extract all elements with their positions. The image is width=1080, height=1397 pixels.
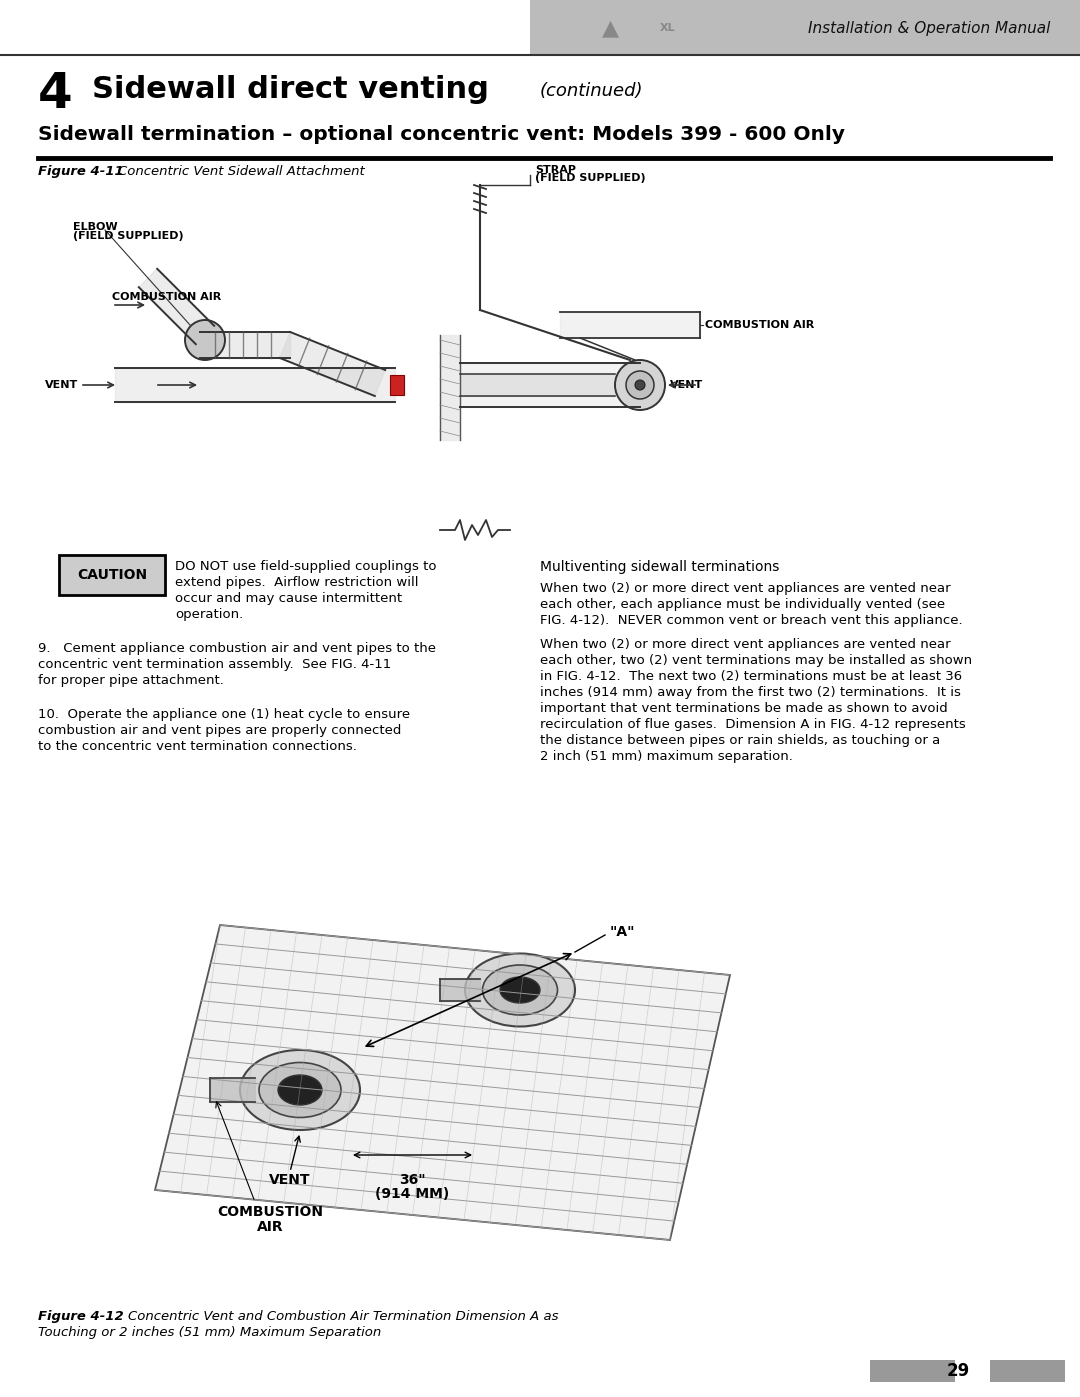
Text: Concentric Vent and Combustion Air Termination Dimension A as: Concentric Vent and Combustion Air Termi… xyxy=(129,1310,558,1323)
Text: FIG. 4-12).  NEVER common vent or breach vent this appliance.: FIG. 4-12). NEVER common vent or breach … xyxy=(540,615,962,627)
Circle shape xyxy=(626,372,654,400)
Text: STRAP: STRAP xyxy=(535,165,576,175)
Text: 9.   Cement appliance combustion air and vent pipes to the: 9. Cement appliance combustion air and v… xyxy=(38,643,436,655)
Text: Concentric Vent Sidewall Attachment: Concentric Vent Sidewall Attachment xyxy=(118,165,365,177)
Polygon shape xyxy=(139,268,214,344)
Circle shape xyxy=(615,360,665,409)
Text: COMBUSTION: COMBUSTION xyxy=(217,1206,323,1220)
Text: XL: XL xyxy=(660,22,676,34)
Text: Multiventing sidewall terminations: Multiventing sidewall terminations xyxy=(540,560,780,574)
Circle shape xyxy=(635,380,645,390)
Text: (914 MM): (914 MM) xyxy=(375,1187,449,1201)
Ellipse shape xyxy=(483,965,557,1016)
Text: each other, two (2) vent terminations may be installed as shown: each other, two (2) vent terminations ma… xyxy=(540,654,972,666)
Text: occur and may cause intermittent: occur and may cause intermittent xyxy=(175,592,402,605)
Text: 2 inch (51 mm) maximum separation.: 2 inch (51 mm) maximum separation. xyxy=(540,750,793,763)
Text: concentric vent termination assembly.  See FIG. 4-11: concentric vent termination assembly. Se… xyxy=(38,658,391,671)
Bar xyxy=(530,0,1080,54)
Text: 36": 36" xyxy=(399,1173,426,1187)
Ellipse shape xyxy=(465,954,575,1027)
Ellipse shape xyxy=(500,977,540,1003)
Text: Sidewall termination – optional concentric vent: Models 399 - 600 Only: Sidewall termination – optional concentr… xyxy=(38,124,845,144)
Text: important that vent terminations be made as shown to avoid: important that vent terminations be made… xyxy=(540,703,948,715)
Text: (continued): (continued) xyxy=(540,82,644,101)
Text: recirculation of flue gases.  Dimension A in FIG. 4-12 represents: recirculation of flue gases. Dimension A… xyxy=(540,718,966,731)
Text: VENT: VENT xyxy=(670,380,703,390)
Text: (FIELD SUPPLIED): (FIELD SUPPLIED) xyxy=(73,231,184,242)
Ellipse shape xyxy=(278,1076,322,1105)
Polygon shape xyxy=(280,332,386,395)
Text: extend pipes.  Airflow restriction will: extend pipes. Airflow restriction will xyxy=(175,576,419,590)
Text: COMBUSTION AIR: COMBUSTION AIR xyxy=(705,320,814,330)
Text: ELBOW: ELBOW xyxy=(73,222,118,232)
Text: combustion air and vent pipes are properly connected: combustion air and vent pipes are proper… xyxy=(38,724,402,738)
Text: for proper pipe attachment.: for proper pipe attachment. xyxy=(38,673,224,687)
Text: COMBUSTION AIR: COMBUSTION AIR xyxy=(112,292,221,302)
Text: DO NOT use field-supplied couplings to: DO NOT use field-supplied couplings to xyxy=(175,560,436,573)
Text: "A": "A" xyxy=(610,925,635,939)
Ellipse shape xyxy=(240,1051,360,1130)
Text: to the concentric vent termination connections.: to the concentric vent termination conne… xyxy=(38,740,356,753)
Text: Figure 4-12: Figure 4-12 xyxy=(38,1310,124,1323)
Polygon shape xyxy=(156,925,730,1241)
Ellipse shape xyxy=(259,1063,341,1118)
Text: AIR: AIR xyxy=(257,1220,283,1234)
Text: Installation & Operation Manual: Installation & Operation Manual xyxy=(808,21,1050,35)
Bar xyxy=(390,374,404,395)
Text: ▲: ▲ xyxy=(602,18,619,38)
Text: Figure 4-11: Figure 4-11 xyxy=(38,165,124,177)
Text: Sidewall direct venting: Sidewall direct venting xyxy=(92,75,489,103)
Text: VENT: VENT xyxy=(269,1173,311,1187)
Text: inches (914 mm) away from the first two (2) terminations.  It is: inches (914 mm) away from the first two … xyxy=(540,686,961,698)
Text: Touching or 2 inches (51 mm) Maximum Separation: Touching or 2 inches (51 mm) Maximum Sep… xyxy=(38,1326,381,1338)
Text: When two (2) or more direct vent appliances are vented near: When two (2) or more direct vent applian… xyxy=(540,583,950,595)
Bar xyxy=(870,1361,955,1382)
Bar xyxy=(990,1361,1065,1382)
Text: When two (2) or more direct vent appliances are vented near: When two (2) or more direct vent applian… xyxy=(540,638,950,651)
Text: VENT: VENT xyxy=(44,380,78,390)
Text: operation.: operation. xyxy=(175,608,243,622)
FancyBboxPatch shape xyxy=(59,555,165,595)
Circle shape xyxy=(185,320,225,360)
Text: each other, each appliance must be individually vented (see: each other, each appliance must be indiv… xyxy=(540,598,945,610)
Text: 4: 4 xyxy=(38,70,72,117)
Text: 10.  Operate the appliance one (1) heat cycle to ensure: 10. Operate the appliance one (1) heat c… xyxy=(38,708,410,721)
Text: (FIELD SUPPLIED): (FIELD SUPPLIED) xyxy=(535,173,646,183)
Text: the distance between pipes or rain shields, as touching or a: the distance between pipes or rain shiel… xyxy=(540,733,941,747)
Text: in FIG. 4-12.  The next two (2) terminations must be at least 36: in FIG. 4-12. The next two (2) terminati… xyxy=(540,671,962,683)
Text: CAUTION: CAUTION xyxy=(77,569,147,583)
Text: 29: 29 xyxy=(946,1362,970,1380)
